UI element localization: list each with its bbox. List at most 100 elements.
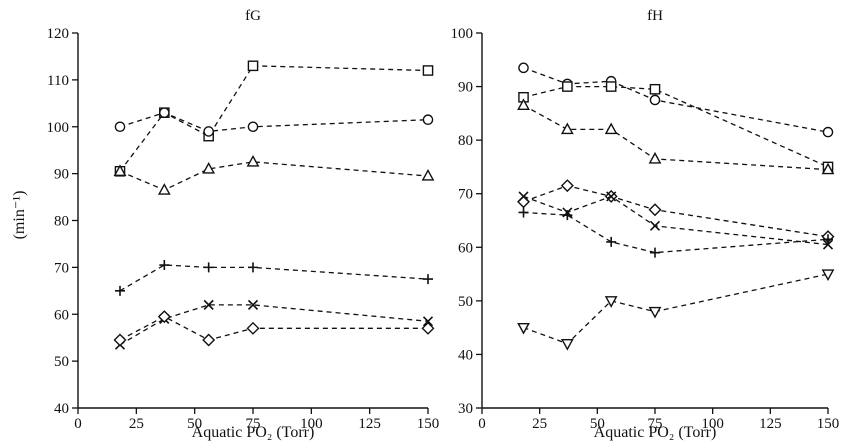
panel-2-x-tick-label: 150: [817, 416, 840, 432]
panel-1-point-plus: [203, 262, 214, 273]
panel-1-point-plus: [159, 260, 170, 271]
panel-1-point-triangle: [246, 154, 260, 167]
panel-1-point-circle: [422, 114, 434, 126]
panel-2-series-square-line: [523, 85, 829, 168]
panel-2-point-cross: [518, 191, 529, 202]
panel-1-point-triangle: [421, 169, 435, 181]
panel-1-y-tick-label: 80: [54, 214, 69, 230]
panel-1-x-tick-label: 125: [358, 416, 381, 432]
panel-2-title: fH: [647, 8, 663, 24]
panel-2-point-plus: [562, 210, 573, 221]
panel-2-y-tick-label: 90: [458, 80, 473, 96]
panel-1-point-diamond: [202, 333, 216, 347]
panel-2-point-invtriangle: [648, 306, 662, 319]
panel-1-series-cross-line: [119, 304, 429, 346]
panel-2-point-circle: [822, 126, 834, 138]
y-axis-label: (min⁻¹): [11, 191, 28, 240]
panel-2-point-invtriangle: [821, 269, 835, 282]
panel-1-point-plus: [115, 285, 125, 296]
panel-2-point-cross: [822, 239, 834, 250]
panel-1-point-triangle: [157, 183, 171, 195]
panel-2-point-triangle: [648, 151, 662, 164]
panel-2-point-plus: [518, 207, 529, 218]
panel-2-point-triangle: [560, 122, 574, 135]
panel-1-x-axis-label: Aquatic PO₂ (Torr): [192, 424, 315, 441]
panel-2-point-square: [562, 81, 573, 92]
panel-2-point-circle: [518, 62, 529, 74]
panel-1-point-triangle: [113, 164, 127, 176]
panel-2-series-triangle-line: [523, 104, 829, 171]
panel-2-point-triangle: [821, 162, 835, 175]
panel-1-point-diamond: [421, 321, 435, 335]
panel-1-y-tick-label: 110: [47, 73, 69, 89]
panel-1-point-cross: [203, 299, 214, 310]
panel-1-x-tick-label: 50: [187, 416, 202, 432]
panel-2-x-tick-label: 100: [701, 416, 724, 432]
panel-1-title: fG: [245, 8, 261, 24]
panel-1-y-tick-label: 50: [54, 354, 69, 370]
panel-1-y-tick-label: 60: [54, 307, 69, 323]
panel-2-point-plus: [650, 247, 660, 258]
panel-2-series-circle-line: [523, 67, 829, 133]
panel-2-point-invtriangle: [517, 322, 530, 335]
panel-1-point-square: [422, 65, 434, 76]
panel-2-series-plus-line: [523, 211, 829, 254]
panel-1-point-diamond: [113, 333, 127, 347]
panel-2-y-tick-label: 60: [458, 240, 473, 256]
panel-2-series-cross-line: [523, 195, 829, 246]
panel-2-point-cross: [606, 191, 617, 202]
panel-2-y-tick-label: 40: [458, 347, 473, 363]
panel-2-point-triangle: [517, 98, 530, 111]
panel-1-point-diamond: [157, 310, 171, 324]
panel-2-x-tick-label: 0: [478, 416, 486, 432]
panel-2-x-tick-label: 75: [648, 416, 663, 432]
panel-1-x-tick-label: 25: [129, 416, 144, 432]
panel-2-y-tick-label: 50: [458, 294, 473, 310]
panel-2-x-tick-label: 50: [590, 416, 605, 432]
panel-1-y-tick-label: 120: [47, 26, 70, 42]
panel-1-series-square-line: [119, 65, 429, 172]
panel-2-point-diamond: [648, 203, 662, 217]
panel-1-point-circle: [114, 121, 126, 133]
panel-2-point-square: [649, 83, 661, 95]
panel-1-point-cross: [422, 316, 434, 327]
panel-1-x-tick-label: 75: [246, 416, 261, 432]
panel-1-point-plus: [423, 274, 433, 285]
panel-2-y-tick-label: 70: [458, 187, 473, 203]
panel-2-series-invtriangle-line: [523, 273, 829, 345]
panel-2-point-plus: [823, 234, 833, 245]
panel-2-point-circle: [649, 94, 661, 106]
panel-2-point-triangle: [604, 122, 618, 135]
panel-2-point-cross: [649, 220, 661, 231]
panel-1-point-circle: [247, 121, 259, 133]
panel-2-point-invtriangle: [560, 339, 574, 351]
panel-1-point-plus: [248, 262, 258, 273]
panel-2-point-plus: [606, 236, 617, 247]
panel-2-x-tick-label: 125: [759, 416, 782, 432]
panel-2-x-tick-label: 25: [532, 416, 547, 432]
panel-1-point-square: [247, 60, 259, 72]
panel-1-point-circle: [203, 126, 214, 137]
panel-1-point-circle: [159, 107, 170, 118]
panel-2-y-tick-label: 80: [458, 133, 473, 149]
panel-1-series-plus-line: [119, 264, 429, 292]
panel-2-y-tick-label: 30: [458, 401, 473, 417]
panel-1-point-diamond: [246, 321, 260, 335]
panel-1-y-tick-label: 100: [47, 120, 70, 136]
panel-2-point-square: [605, 81, 617, 92]
panel-2-x-axis-label: Aquatic PO₂ (Torr): [594, 424, 717, 441]
panel-2-point-diamond: [560, 179, 574, 193]
panel-2-y-tick-label: 100: [451, 26, 474, 42]
panel-1-y-tick-label: 40: [54, 401, 69, 417]
panel-1-y-tick-label: 90: [54, 167, 69, 183]
panel-1-x-tick-label: 150: [417, 416, 440, 432]
panel-1-point-triangle: [202, 161, 216, 174]
panel-1-x-tick-label: 100: [300, 416, 323, 432]
panel-1-x-tick-label: 0: [74, 416, 82, 432]
panel-1-series-triangle-line: [119, 161, 429, 191]
panel-1-y-tick-label: 70: [54, 260, 69, 276]
panel-2-point-invtriangle: [604, 296, 618, 308]
panel-1-point-cross: [247, 299, 259, 310]
